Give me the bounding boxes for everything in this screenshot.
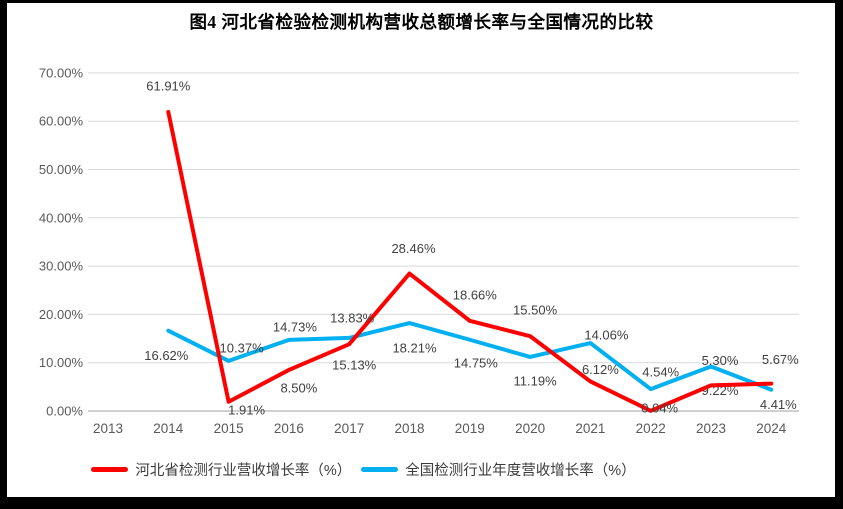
data-label-hebei-2021: 6.12% bbox=[582, 362, 619, 377]
data-label-national-2021: 14.06% bbox=[584, 328, 629, 343]
data-label-hebei-2015: 1.91% bbox=[228, 402, 265, 417]
data-label-national-2017: 15.13% bbox=[332, 357, 377, 372]
data-label-hebei-2016: 8.50% bbox=[280, 380, 317, 395]
y-axis-tick-label: 0.00% bbox=[46, 404, 83, 419]
y-axis-tick-label: 60.00% bbox=[39, 114, 84, 129]
x-axis-tick-label: 2017 bbox=[334, 421, 364, 436]
series-line-hebei bbox=[166, 109, 774, 413]
chart-legend: 河北省检测行业营收增长率（%） 全国检测行业年度营收增长率（%） bbox=[0, 459, 843, 480]
data-label-hebei-2023: 5.30% bbox=[702, 353, 739, 368]
data-label-hebei-2022: 0.04% bbox=[641, 400, 678, 415]
legend-blue-line-swatch bbox=[361, 467, 399, 472]
y-axis-tick-label: 30.00% bbox=[39, 259, 84, 274]
legend-item-hebei: 河北省检测行业营收增长率（%） bbox=[91, 459, 351, 480]
series-line-national bbox=[166, 321, 774, 392]
x-axis-tick-label: 2014 bbox=[153, 421, 184, 436]
data-label-national-2014: 16.62% bbox=[144, 348, 189, 363]
y-axis-tick-label: 70.00% bbox=[39, 65, 84, 80]
legend-item-national: 全国检测行业年度营收增长率（%） bbox=[361, 459, 636, 480]
x-axis-tick-label: 2018 bbox=[394, 421, 424, 436]
data-label-national-2018: 18.21% bbox=[392, 341, 437, 356]
data-label-hebei-2019: 18.66% bbox=[453, 287, 498, 302]
data-label-national-2015: 10.37% bbox=[220, 340, 265, 355]
x-axis-tick-label: 2021 bbox=[575, 421, 605, 436]
legend-label-hebei: 河北省检测行业营收增长率（%） bbox=[135, 463, 352, 479]
y-axis-tick-label: 20.00% bbox=[39, 307, 84, 322]
y-axis-tick-label: 50.00% bbox=[39, 162, 84, 177]
legend-label-national: 全国检测行业年度营收增长率（%） bbox=[405, 463, 636, 479]
data-label-national-2020: 11.19% bbox=[514, 373, 558, 388]
y-axis-tick-label: 40.00% bbox=[39, 210, 84, 225]
x-axis-tick-label: 2020 bbox=[515, 421, 545, 436]
data-label-hebei-2024: 5.67% bbox=[762, 352, 799, 367]
data-label-hebei-2018: 28.46% bbox=[391, 241, 436, 256]
data-label-hebei-2017: 13.83% bbox=[330, 311, 375, 326]
data-label-hebei-2014: 61.91% bbox=[146, 78, 191, 93]
x-axis-tick-label: 2016 bbox=[274, 421, 304, 436]
data-label-national-2016: 14.73% bbox=[273, 319, 318, 334]
x-axis-tick-label: 2022 bbox=[636, 421, 666, 436]
chart-canvas bbox=[7, 3, 835, 497]
x-axis-tick-label: 2019 bbox=[455, 421, 485, 436]
x-axis-tick-label: 2023 bbox=[696, 421, 726, 436]
legend-red-line-swatch bbox=[91, 467, 129, 472]
data-label-hebei-2020: 15.50% bbox=[513, 303, 558, 318]
chart-title: 图4 河北省检验检测机构营收总额增长率与全国情况的比较 bbox=[189, 12, 654, 32]
x-axis-tick-label: 2013 bbox=[93, 421, 123, 436]
x-axis-tick-label: 2024 bbox=[756, 421, 787, 436]
x-axis-tick-label: 2015 bbox=[214, 421, 244, 436]
data-label-national-2024: 4.41% bbox=[760, 397, 797, 412]
data-label-national-2022: 4.54% bbox=[642, 365, 679, 380]
data-label-national-2019: 14.75% bbox=[454, 355, 499, 370]
y-axis-tick-label: 10.00% bbox=[39, 355, 84, 370]
